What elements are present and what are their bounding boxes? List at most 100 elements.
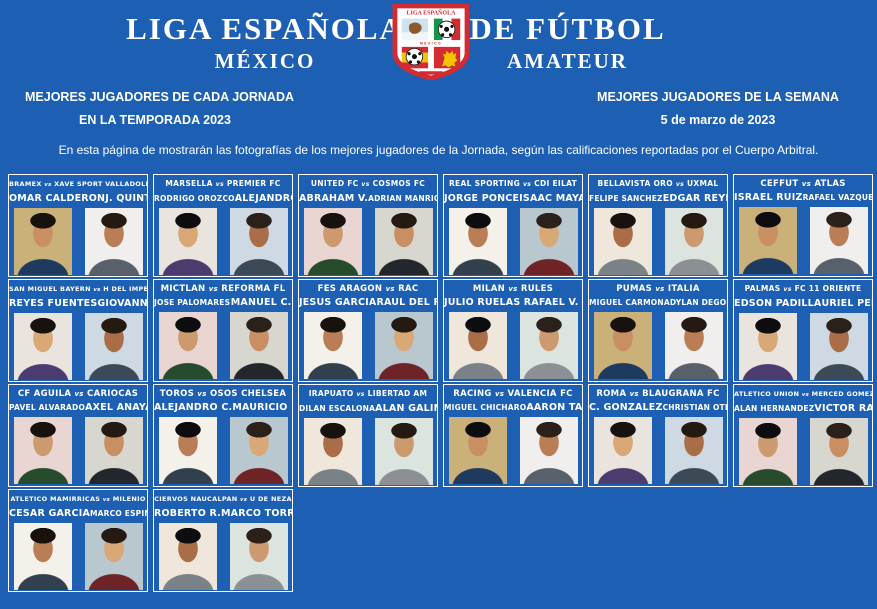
player-names-row: PAVEL ALVARADO AXEL ANAYA: [9, 402, 147, 413]
player-photos-row: [299, 208, 437, 275]
player-photos-row: [154, 312, 292, 379]
player-photos-row: [734, 418, 872, 485]
player-photo-right: [229, 417, 288, 484]
player-names-row: ALAN HERNANDEZ VICTOR RAYA: [734, 403, 872, 414]
vs-label: vs: [356, 391, 365, 398]
player-name-right: MARCO ESPINOZA: [90, 509, 147, 518]
vs-label: vs: [240, 497, 248, 503]
player-photos-row: [444, 417, 582, 484]
match-title: PALMAS vs FC 11 ORIENTE: [744, 284, 862, 293]
player-name-right: RAFAEL V.: [523, 297, 579, 308]
match-title: MARSELLA vs PREMIER FC: [165, 179, 281, 188]
player-names-row: EDSON PADILLA URIEL PEREZ: [734, 298, 872, 309]
player-photo-left: [448, 417, 507, 484]
player-photo-right: [84, 208, 143, 275]
vs-label: vs: [801, 392, 810, 398]
player-photo-right: [229, 208, 288, 275]
player-name-right: AARON TAPIA: [526, 402, 583, 413]
player-name-right: MANUEL C.: [230, 297, 292, 308]
player-name-left: C. GONZALEZ: [589, 402, 663, 413]
player-photo-left: [738, 207, 797, 274]
match-card: UNITED FC vs COSMOS FC ABRAHAM V. ADRIAN…: [298, 174, 438, 277]
player-photos-row: [734, 207, 872, 274]
player-name-right: URIEL PEREZ: [821, 298, 872, 309]
player-photo-left: [158, 312, 217, 379]
player-names-row: ALEJANDRO C. MAURICIO RIOS: [154, 402, 292, 413]
player-photo-left: [303, 312, 362, 379]
player-names-row: FELIPE SANCHEZ EDGAR REYES: [589, 193, 727, 204]
crest-spain-flag-quadrant: [401, 46, 429, 69]
player-photo-right: [664, 417, 723, 484]
match-title: FES ARAGON vs RAC: [317, 284, 419, 294]
player-photo-left: [448, 208, 507, 275]
match-title: CEFFUT vs ATLAS: [760, 179, 846, 189]
match-title: PUMAS vs ITALIA: [616, 284, 700, 294]
player-photo-right: [809, 313, 868, 380]
match-title: MILAN vs RULES: [472, 284, 554, 294]
match-card: IRAPUATO vs LIBERTAD AM DILAN ESCALONA A…: [298, 384, 438, 487]
player-name-left: ISRAEL RUIZ: [734, 192, 803, 203]
player-photo-left: [13, 313, 72, 380]
vs-label: vs: [675, 181, 685, 188]
player-names-row: DILAN ESCALONA ALAN GALINDO: [299, 403, 437, 414]
match-card: REAL SPORTING vs CDI EILAT JORGE PONCE I…: [443, 174, 583, 277]
player-photo-right: [374, 208, 433, 275]
player-name-right: ISAAC MAYA: [519, 193, 583, 204]
match-card: MARSELLA vs PREMIER FC RODRIGO OROZCO AL…: [153, 174, 293, 277]
player-photo-right: [664, 312, 723, 379]
vs-label: vs: [508, 285, 518, 293]
player-photo-right: [374, 418, 433, 485]
player-names-row: CESAR GARCIA MARCO ESPINOZA: [9, 508, 147, 519]
player-names-row: C. GONZALEZ CHRISTIAN OTERO: [589, 402, 727, 413]
league-subtitle-mexico: MÉXICO: [214, 49, 316, 73]
player-photos-row: [444, 208, 582, 275]
player-photo-left: [593, 312, 652, 379]
crest-bottom-banner: [419, 71, 443, 75]
player-name-left: MIGUEL CHICHARO: [444, 403, 527, 412]
league-title-right: DE FÚTBOL: [469, 11, 666, 46]
match-card: ATLETICO MAMIRRICAS vs MILENIO CESAR GAR…: [8, 489, 148, 592]
player-photos-row: [299, 418, 437, 485]
player-names-row: JULIO RUELAS RAFAEL V.: [444, 297, 582, 308]
vs-label: vs: [197, 390, 207, 398]
match-title: CIERVOS NAUCALPAN vs U DE NEZA: [154, 495, 292, 503]
player-name-left: ALAN HERNANDEZ: [734, 404, 815, 413]
match-card: CIERVOS NAUCALPAN vs U DE NEZA ROBERTO R…: [153, 489, 293, 592]
section-left-line2: EN LA TEMPORADA 2023: [79, 113, 231, 127]
player-name-right: MAURICIO RIOS: [232, 402, 292, 413]
player-name-right: ADRIAN MANRIQUE: [368, 194, 437, 203]
player-names-row: MIGUEL CARMONA DYLAN DEGOLLADO: [589, 297, 727, 308]
crest-top-text: LIGA ESPAÑOLA: [407, 9, 457, 17]
player-photo-left: [303, 418, 362, 485]
player-photo-left: [158, 523, 217, 590]
player-photo-right: [84, 417, 143, 484]
section-left-line1: MEJORES JUGADORES DE CADA JORNADA: [25, 90, 295, 104]
player-name-right: RAUL DEL RIO: [376, 297, 437, 308]
player-name-left: OMAR CALDERON: [9, 193, 106, 204]
player-name-left: PAVEL ALVARADO: [9, 403, 86, 412]
player-name-left: JULIO RUELAS: [444, 297, 521, 308]
player-name-left: RODRIGO OROZCO: [154, 194, 235, 203]
player-photos-row: [589, 208, 727, 275]
section-right-line1: MEJORES JUGADORES DE LA SEMANA: [597, 90, 839, 104]
match-title: MICTLAN vs REFORMA FL: [160, 284, 286, 294]
player-names-row: JOSE PALOMARES MANUEL C.: [154, 297, 292, 308]
match-title: TOROS vs OSOS CHELSEA: [159, 389, 287, 399]
vs-label: vs: [102, 497, 111, 503]
player-photo-left: [303, 208, 362, 275]
match-title: RACING vs VALENCIA FC: [453, 389, 573, 399]
player-names-row: JORGE PONCE ISAAC MAYA: [444, 193, 582, 204]
player-photo-left: [448, 312, 507, 379]
player-photo-right: [519, 208, 578, 275]
crest-eagle-icon: [408, 22, 422, 34]
player-photo-left: [593, 417, 652, 484]
match-card: PALMAS vs FC 11 ORIENTE EDSON PADILLA UR…: [733, 279, 873, 382]
player-photos-row: [734, 313, 872, 380]
masthead-left: LIGA ESPAÑOLA MÉXICO: [95, 12, 435, 74]
player-name-left: JOSE PALOMARES: [154, 298, 231, 307]
section-right-line2: 5 de marzo de 2023: [660, 113, 776, 127]
player-names-row: RODRIGO OROZCO ALEJANDRO G.: [154, 193, 292, 204]
player-photos-row: [154, 523, 292, 590]
player-name-right: DYLAN DEGOLLADO: [669, 298, 727, 307]
match-title: REAL SPORTING vs CDI EILAT: [448, 179, 578, 188]
